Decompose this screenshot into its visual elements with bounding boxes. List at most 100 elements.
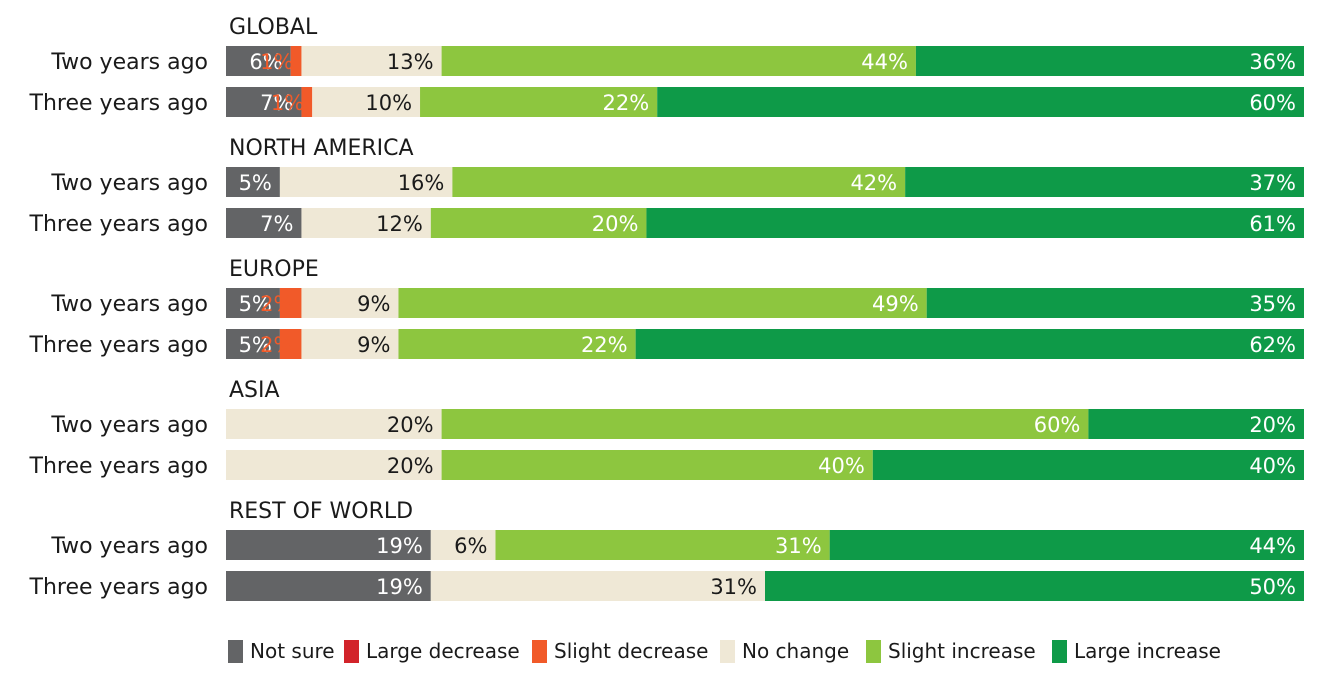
row-label: Two years ago bbox=[50, 292, 208, 317]
data-label: 16% bbox=[398, 171, 445, 195]
bar-segment bbox=[301, 329, 399, 359]
bar-segment bbox=[312, 87, 421, 117]
legend-swatch bbox=[866, 640, 881, 663]
group-title: ASIA bbox=[229, 378, 280, 403]
bar-segment bbox=[926, 288, 1304, 318]
data-label: 31% bbox=[775, 534, 822, 558]
bar-segment bbox=[226, 409, 442, 439]
legend-item: Large increase bbox=[1052, 639, 1221, 663]
bar-segment bbox=[441, 409, 1089, 439]
bar-segment bbox=[226, 450, 442, 480]
chart-group: ASIA Two years ago 20% 60% 20% Three years ag… bbox=[29, 378, 1304, 480]
data-label: 7% bbox=[260, 212, 293, 236]
bar-segment bbox=[226, 571, 431, 601]
group-title: NORTH AMERICA bbox=[229, 136, 414, 161]
data-label: 42% bbox=[850, 171, 897, 195]
data-label: 37% bbox=[1249, 171, 1296, 195]
data-label: 60% bbox=[1034, 413, 1081, 437]
bar-segment bbox=[1088, 409, 1304, 439]
bar-segment bbox=[279, 167, 453, 197]
row-label: Three years ago bbox=[29, 212, 208, 237]
legend-label: Not sure bbox=[250, 639, 335, 663]
legend-item: Slight decrease bbox=[532, 639, 708, 663]
row-label: Three years ago bbox=[29, 575, 208, 600]
bar-segment bbox=[301, 208, 431, 238]
group-title: GLOBAL bbox=[229, 15, 318, 40]
data-label: 10% bbox=[365, 91, 412, 115]
legend-swatch bbox=[1052, 640, 1067, 663]
bar-segment bbox=[279, 329, 302, 359]
bar-segment bbox=[420, 87, 658, 117]
bar-segment bbox=[657, 87, 1304, 117]
legend-label: Large increase bbox=[1074, 639, 1221, 663]
data-label: 6% bbox=[249, 50, 282, 74]
data-label: 7% bbox=[260, 91, 293, 115]
bar-segment bbox=[226, 288, 280, 318]
legend-item: No change bbox=[720, 639, 849, 663]
legend-label: Slight decrease bbox=[554, 639, 708, 663]
bar-segment bbox=[441, 450, 873, 480]
data-label: 6% bbox=[454, 534, 487, 558]
row-label: Two years ago bbox=[50, 413, 208, 438]
data-label: 5% bbox=[239, 292, 272, 316]
legend-swatch bbox=[532, 640, 547, 663]
data-label: 61% bbox=[1249, 212, 1296, 236]
data-label: 40% bbox=[1249, 454, 1296, 478]
bar-segment bbox=[226, 208, 302, 238]
legend: Not sure Large decrease Slight decrease No … bbox=[228, 639, 1221, 663]
data-label: 62% bbox=[1249, 333, 1296, 357]
bar-segment bbox=[765, 571, 1304, 601]
bar-segment bbox=[226, 46, 291, 76]
row-label: Two years ago bbox=[50, 534, 208, 559]
legend-swatch bbox=[720, 640, 735, 663]
legend-item: Large decrease bbox=[344, 639, 520, 663]
data-label: 22% bbox=[603, 91, 650, 115]
data-label: 49% bbox=[872, 292, 919, 316]
bar-segment bbox=[279, 288, 302, 318]
bar-segment bbox=[872, 450, 1304, 480]
legend-item: Not sure bbox=[228, 639, 335, 663]
data-label: 36% bbox=[1249, 50, 1296, 74]
data-label: 1% bbox=[260, 50, 293, 74]
legend-swatch bbox=[228, 640, 243, 663]
data-label: 20% bbox=[387, 413, 434, 437]
data-label: 2% bbox=[260, 292, 293, 316]
bar-segment bbox=[290, 46, 302, 76]
bar-segment bbox=[301, 46, 442, 76]
row-label: Three years ago bbox=[29, 91, 208, 116]
row-label: Three years ago bbox=[29, 333, 208, 358]
data-label: 1% bbox=[271, 91, 304, 115]
legend-label: No change bbox=[742, 639, 849, 663]
row-label: Three years ago bbox=[29, 454, 208, 479]
bar-segment bbox=[452, 167, 906, 197]
data-label: 9% bbox=[357, 333, 390, 357]
group-title: EUROPE bbox=[229, 257, 319, 282]
row-label: Two years ago bbox=[50, 171, 208, 196]
data-label: 9% bbox=[357, 292, 390, 316]
bar-segment bbox=[301, 87, 313, 117]
data-label: 50% bbox=[1249, 575, 1296, 599]
legend-swatch bbox=[344, 640, 359, 663]
chart-group: REST OF WORLD Two years ago 19% 6% 31% 44% Thr… bbox=[29, 499, 1304, 601]
bar-segment bbox=[635, 329, 1304, 359]
bar-segment bbox=[226, 329, 280, 359]
data-label: 44% bbox=[1249, 534, 1296, 558]
legend-item: Slight increase bbox=[866, 639, 1036, 663]
data-label: 13% bbox=[387, 50, 434, 74]
data-label: 12% bbox=[376, 212, 423, 236]
data-label: 44% bbox=[861, 50, 908, 74]
data-label: 5% bbox=[239, 333, 272, 357]
bar-segment bbox=[301, 288, 399, 318]
bar-segment bbox=[430, 530, 496, 560]
bar-segment bbox=[430, 208, 647, 238]
bar-segment bbox=[226, 530, 431, 560]
data-label: 2% bbox=[260, 333, 293, 357]
data-label: 35% bbox=[1249, 292, 1296, 316]
data-label: 31% bbox=[710, 575, 757, 599]
bar-segment bbox=[430, 571, 765, 601]
data-label: 40% bbox=[818, 454, 865, 478]
row-label: Two years ago bbox=[50, 50, 208, 75]
bar-segment bbox=[398, 329, 636, 359]
